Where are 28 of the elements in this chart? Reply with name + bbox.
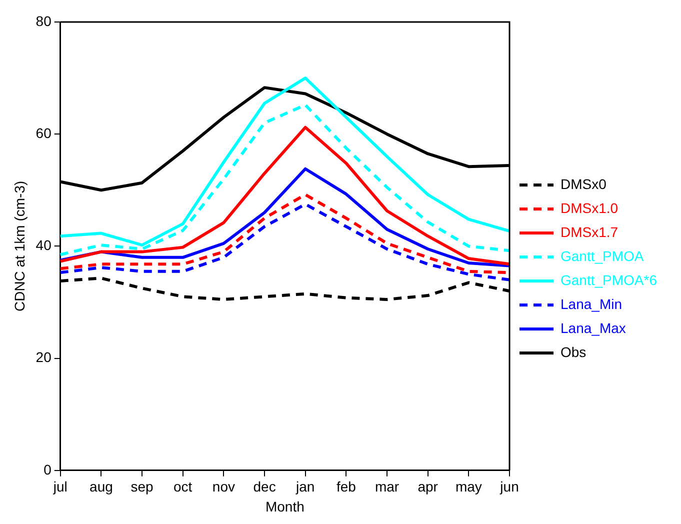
x-tick-label: feb <box>336 478 356 495</box>
y-tick-label: 80 <box>36 12 52 29</box>
x-tick-label: sep <box>130 478 154 495</box>
legend-label: DMSx1.0 <box>560 200 618 216</box>
y-tick-label: 20 <box>36 349 52 366</box>
legend-label: Lana_Min <box>560 296 622 312</box>
legend-label: Gantt_PMOA*6 <box>560 272 658 288</box>
line-series <box>58 202 512 282</box>
x-axis-title: Month <box>265 498 304 514</box>
y-axis-title: CDNC at 1km (cm-3) <box>11 180 28 312</box>
x-tick-label: may <box>455 478 482 495</box>
x-tick-label: aug <box>90 478 113 495</box>
x-tick-label: oct <box>174 478 192 495</box>
legend-label: Gantt_PMOA <box>560 248 644 264</box>
y-tick-label: 0 <box>44 461 52 478</box>
x-tick-label: jul <box>52 478 68 495</box>
legend-label: DMSx1.7 <box>560 224 618 240</box>
y-tick-label: 60 <box>36 124 52 141</box>
legend-label: DMSx0 <box>560 176 607 192</box>
legend-label: Obs <box>560 344 586 360</box>
x-tick-label: jun <box>499 478 519 495</box>
x-tick-label: dec <box>253 478 276 495</box>
legend-label: Lana_Max <box>560 320 626 336</box>
y-tick-label: 40 <box>36 237 52 254</box>
x-tick-label: jan <box>295 478 315 495</box>
x-tick-label: mar <box>374 478 400 495</box>
x-tick-label: nov <box>212 478 235 495</box>
x-tick-label: apr <box>418 478 438 495</box>
